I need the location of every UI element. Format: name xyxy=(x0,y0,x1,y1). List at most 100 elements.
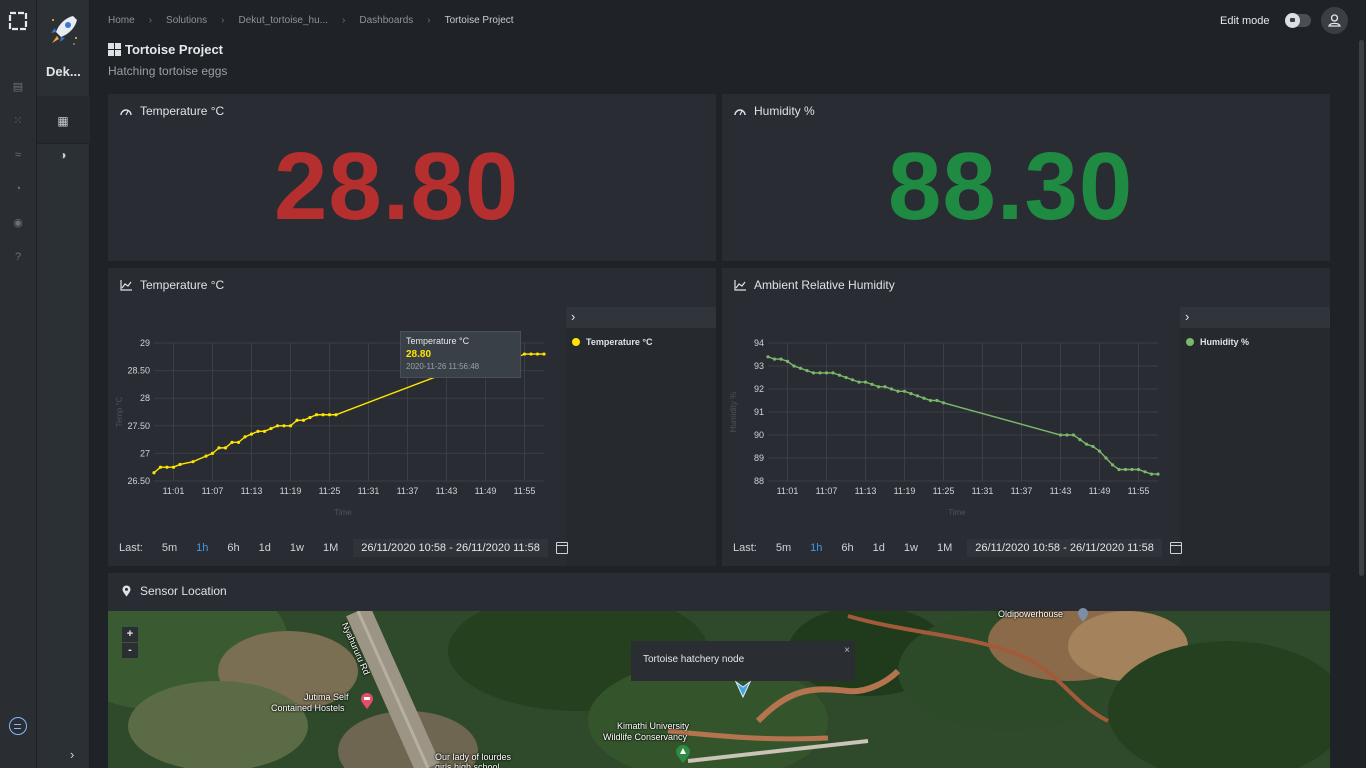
data-point xyxy=(243,435,247,439)
chevron-right-icon: › xyxy=(427,15,431,26)
map-label-kimathi-1: Kimathi University xyxy=(617,721,690,731)
close-icon[interactable]: × xyxy=(844,645,850,656)
tooltip-value: 28.80 xyxy=(406,349,432,360)
chevron-right-icon: › xyxy=(221,15,225,26)
data-point xyxy=(902,389,907,393)
time-option-6h[interactable]: 6h xyxy=(227,542,240,554)
calendar-icon[interactable] xyxy=(1169,542,1182,554)
bell-icon[interactable]: ◔ xyxy=(14,183,22,195)
legend-item[interactable]: Humidity % xyxy=(1186,337,1249,347)
edit-mode-toggle[interactable] xyxy=(1285,13,1311,28)
x-tick-label: 11:25 xyxy=(933,486,955,496)
expand-sidebar-icon[interactable]: › xyxy=(70,747,75,762)
humidity-value: 88.30 xyxy=(888,133,1134,240)
sidebar-item-dashboards[interactable] xyxy=(37,96,90,144)
avatar[interactable] xyxy=(1321,7,1348,34)
x-tick-label: 11:19 xyxy=(894,486,916,496)
legend-dot xyxy=(572,338,580,346)
legend-label: Humidity % xyxy=(1200,337,1250,347)
page-title-text: Tortoise Project xyxy=(125,42,224,57)
breadcrumb-dashboards[interactable]: Dashboards xyxy=(359,15,414,26)
data-point xyxy=(824,371,829,375)
apps-icon[interactable]: ⁙ xyxy=(13,115,23,127)
data-point xyxy=(850,378,855,382)
card-title: Temperature °C xyxy=(140,104,225,118)
humidity-line-chart[interactable]: 88 89 90 91 92 93 94 11:01 11:07 11:13 11:19 11:25 1… xyxy=(722,308,1177,523)
data-point xyxy=(772,357,777,361)
data-point xyxy=(909,392,913,396)
marker-popup: Tortoise hatchery node × xyxy=(631,641,855,681)
y-tick-label: 89 xyxy=(754,453,764,463)
dashboard-icon[interactable]: ▤ xyxy=(12,81,24,93)
page-scrollbar[interactable] xyxy=(1359,40,1364,576)
breadcrumb-home[interactable]: Home xyxy=(108,15,135,26)
data-point xyxy=(1078,438,1082,442)
y-tick-label: 93 xyxy=(754,361,764,371)
data-point xyxy=(928,398,933,403)
data-point xyxy=(1071,433,1076,437)
time-option-1w[interactable]: 1w xyxy=(289,542,304,554)
y-tick-label: 29 xyxy=(140,338,150,348)
legend-item[interactable]: Temperature °C xyxy=(572,337,652,347)
time-option-5m[interactable]: 5m xyxy=(161,542,178,554)
card-title: Sensor Location xyxy=(140,584,227,598)
time-option-1M[interactable]: 1M xyxy=(322,542,339,554)
data-point xyxy=(1136,467,1141,472)
zoom-in-button[interactable]: + xyxy=(122,627,138,642)
chart-tooltip: Temperature °C 28.80 2020-11-26 11:56:48 xyxy=(400,331,521,378)
x-tick-label: 11:13 xyxy=(241,486,263,496)
time-option-1w[interactable]: 1w xyxy=(903,542,918,554)
tooltip-title: Temperature °C xyxy=(406,336,470,346)
data-point xyxy=(818,371,822,375)
data-point xyxy=(1097,449,1102,453)
breadcrumb-solutions[interactable]: Solutions xyxy=(166,15,208,26)
time-option-6h[interactable]: 6h xyxy=(841,542,854,554)
app-logo-icon[interactable] xyxy=(8,11,28,31)
data-point xyxy=(1149,472,1154,476)
data-point xyxy=(178,462,182,467)
time-option-1M[interactable]: 1M xyxy=(936,542,953,554)
gauge-icon xyxy=(120,109,132,116)
time-option-1d[interactable]: 1d xyxy=(258,542,271,554)
time-range-field[interactable]: 26/11/2020 10:58 - 26/11/2020 11:58 xyxy=(967,539,1162,557)
legend-header[interactable]: › xyxy=(566,307,716,328)
calendar-icon[interactable] xyxy=(555,542,568,554)
time-option-1d[interactable]: 1d xyxy=(872,542,885,554)
x-axis-label: Time xyxy=(334,508,352,517)
analytics-icon[interactable]: ≈ xyxy=(14,149,22,161)
satellite-map[interactable] xyxy=(108,611,1330,768)
data-point xyxy=(314,413,319,417)
dashboards-icon[interactable]: ▦ xyxy=(57,114,69,128)
time-option-1h[interactable]: 1h xyxy=(810,542,823,554)
contrast-icon[interactable]: ◑ xyxy=(59,148,67,162)
time-option-5m[interactable]: 5m xyxy=(775,542,792,554)
data-point xyxy=(1104,456,1108,460)
y-tick-label: 94 xyxy=(754,338,764,348)
help-icon[interactable]: ? xyxy=(14,251,22,263)
time-range-field[interactable]: 26/11/2020 10:58 - 26/11/2020 11:58 xyxy=(353,539,548,557)
data-point xyxy=(915,394,920,398)
time-option-1h[interactable]: 1h xyxy=(196,542,209,554)
data-point xyxy=(249,432,254,436)
breadcrumb-solution[interactable]: Dekut_tortoise_hu... xyxy=(238,15,329,26)
data-point xyxy=(262,429,267,433)
chat-icon[interactable] xyxy=(9,717,27,735)
y-tick-label: 27 xyxy=(140,448,150,458)
card-title: Humidity % xyxy=(754,104,815,118)
map-label-oldipowerhouse: Oldipowerhouse xyxy=(998,609,1064,619)
x-axis-label: Time xyxy=(948,508,966,517)
chevron-right-icon[interactable]: › xyxy=(1185,309,1190,324)
hotel-pin-icon xyxy=(361,693,373,709)
chevron-right-icon[interactable]: › xyxy=(571,309,576,324)
solution-abbreviation: Dek... xyxy=(46,64,81,79)
page-title: Tortoise Project xyxy=(108,42,223,57)
map-marker-icon[interactable] xyxy=(735,680,751,698)
data-point xyxy=(529,352,533,356)
user-circle-icon[interactable]: ◉ xyxy=(13,217,23,229)
data-point xyxy=(870,382,874,386)
temperature-chart-card: Temperature °C 26.50 27 27.50 28 28.50 29 11:0… xyxy=(108,268,716,566)
data-point xyxy=(785,359,790,363)
zoom-out-button[interactable]: - xyxy=(122,643,138,658)
y-axis-label: Humidity % xyxy=(729,392,738,432)
legend-header[interactable]: › xyxy=(1180,307,1330,328)
